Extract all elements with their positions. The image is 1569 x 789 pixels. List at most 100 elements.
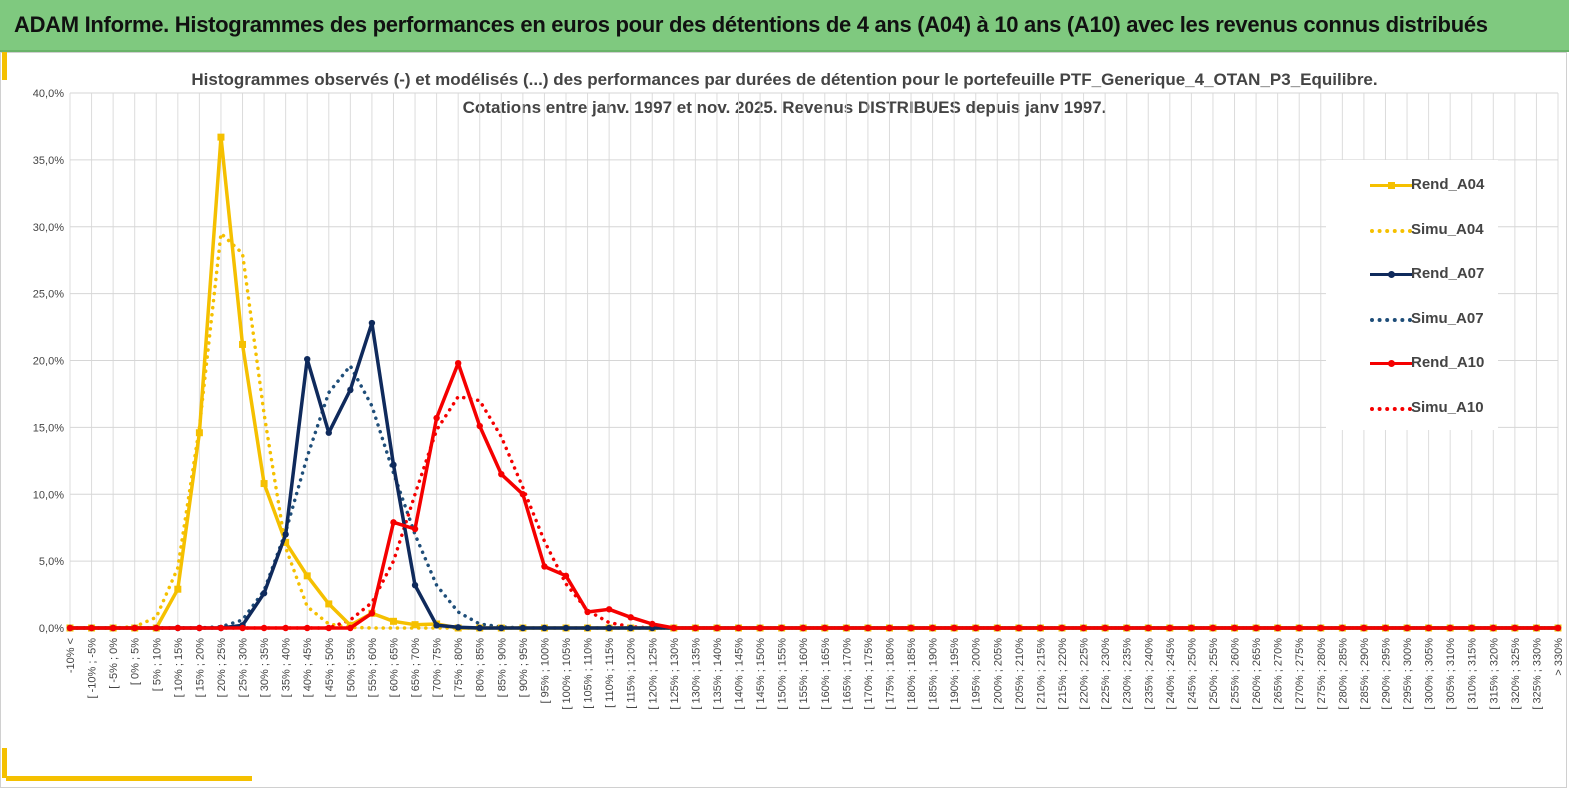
x-tick-label: [ -10% ; -5%	[87, 638, 99, 699]
x-tick-label: [ 5% ; 10%	[151, 638, 163, 691]
x-tick-label: [ 260% ; 265%	[1251, 638, 1263, 710]
legend-swatch	[1370, 407, 1412, 411]
data-point	[304, 624, 311, 632]
data-point	[390, 461, 397, 469]
x-tick-label: [ 305% ; 310%	[1445, 638, 1457, 710]
data-point	[627, 614, 634, 621]
data-point	[1188, 624, 1195, 632]
data-point	[605, 624, 613, 632]
data-point	[950, 624, 958, 632]
data-point	[498, 470, 505, 478]
data-point	[196, 624, 203, 632]
data-point	[972, 624, 979, 632]
x-tick-label: [ 270% ; 275%	[1294, 638, 1306, 710]
report-title: ADAM Informe. Histogrammes des performan…	[14, 12, 1488, 37]
legend-label: Simu_A04	[1411, 220, 1484, 238]
legend-item-simu_a10: Simu_A10	[1326, 398, 1498, 418]
x-tick-label: [ 265% ; 270%	[1273, 638, 1285, 710]
data-point	[519, 624, 527, 632]
data-point	[1490, 624, 1497, 632]
legend-item-simu_a04: Simu_A04	[1326, 220, 1498, 240]
data-point	[389, 617, 397, 625]
data-point	[929, 624, 936, 632]
data-point	[1058, 624, 1066, 632]
x-tick-label: [ 135% ; 140%	[712, 638, 724, 710]
data-point	[476, 624, 483, 632]
x-tick-label: [ 145% ; 150%	[755, 638, 767, 710]
data-point	[1468, 624, 1475, 632]
data-point	[584, 608, 591, 616]
x-tick-label: [ 170% ; 175%	[863, 638, 875, 710]
accent-bar-top	[2, 52, 7, 80]
x-tick-label: [ 200% ; 205%	[992, 638, 1004, 710]
data-point	[390, 519, 397, 526]
data-point	[1037, 624, 1044, 632]
data-point	[368, 319, 376, 327]
x-tick-label: [ 10% ; 15%	[173, 638, 185, 698]
chart-frame	[0, 52, 1567, 788]
data-point	[1382, 624, 1389, 632]
x-tick-label: > 330%	[1553, 638, 1565, 676]
data-point	[454, 359, 462, 367]
data-point	[303, 572, 311, 580]
legend-swatch	[1370, 317, 1412, 322]
x-tick-label: [ 295% ; 300%	[1402, 638, 1414, 710]
data-point	[692, 624, 699, 632]
x-tick-label: [ 55% ; 60%	[367, 638, 379, 698]
data-point	[670, 624, 678, 632]
legend-label: Simu_A07	[1411, 309, 1484, 327]
data-point	[519, 491, 527, 498]
data-point	[131, 624, 138, 632]
x-tick-label: [ 290% ; 295%	[1380, 638, 1392, 710]
x-tick-label: -10% <	[65, 638, 77, 673]
data-point	[756, 624, 764, 632]
legend-marker	[1388, 360, 1395, 368]
series-line-rend_a10	[70, 361, 1558, 630]
x-tick-label: [ 15% ; 20%	[194, 638, 206, 698]
x-tick-label: [ 180% ; 185%	[906, 638, 918, 710]
data-point	[1296, 624, 1303, 632]
series-line-simu_a07	[68, 364, 1560, 630]
y-tick-label: 5,0%	[39, 556, 64, 568]
data-point	[778, 624, 785, 632]
data-point	[1425, 624, 1432, 632]
x-tick-label: [ 190% ; 195%	[949, 638, 961, 710]
data-point	[282, 538, 290, 546]
data-point	[1123, 624, 1130, 632]
data-point	[217, 624, 225, 632]
data-point	[88, 624, 95, 632]
y-tick-label: 0,0%	[39, 623, 64, 635]
x-tick-label: [ 300% ; 305%	[1424, 638, 1436, 710]
data-point	[368, 610, 376, 617]
x-tick-label: [ 150% ; 155%	[777, 638, 789, 710]
data-point	[282, 624, 289, 632]
x-tick-label: [ 130% ; 135%	[690, 638, 702, 710]
data-point	[1339, 624, 1346, 632]
data-point	[282, 531, 289, 538]
legend-label: Rend_A04	[1411, 176, 1485, 193]
data-point	[713, 624, 721, 632]
x-tick-label: [ 160% ; 165%	[820, 638, 832, 710]
data-point	[1252, 624, 1260, 632]
x-tick-label: [ 40% ; 45%	[302, 638, 314, 698]
data-point	[1446, 624, 1454, 632]
legend-label: Simu_A10	[1411, 399, 1484, 416]
data-point	[821, 624, 828, 632]
x-tick-label: [ 175% ; 180%	[884, 638, 896, 710]
x-tick-label: [ 220% ; 225%	[1079, 638, 1091, 710]
y-tick-label: 10,0%	[33, 489, 64, 501]
data-point	[411, 525, 419, 533]
x-tick-label: [ 185% ; 190%	[928, 638, 940, 710]
x-tick-label: [ 210% ; 215%	[1035, 638, 1047, 710]
chart-subtitle: Cotations entre janv. 1997 et nov. 2025.…	[462, 98, 1107, 117]
data-point	[1166, 624, 1174, 632]
data-point	[260, 480, 268, 488]
x-tick-label: [ 115% ; 120%	[626, 638, 638, 709]
x-tick-label: [ 225% ; 230%	[1100, 638, 1112, 710]
data-point	[1145, 624, 1152, 632]
data-point	[217, 133, 225, 141]
data-point	[605, 606, 613, 613]
data-point	[1274, 624, 1281, 632]
data-point	[411, 582, 419, 589]
x-tick-label: [ 165% ; 170%	[841, 638, 853, 710]
